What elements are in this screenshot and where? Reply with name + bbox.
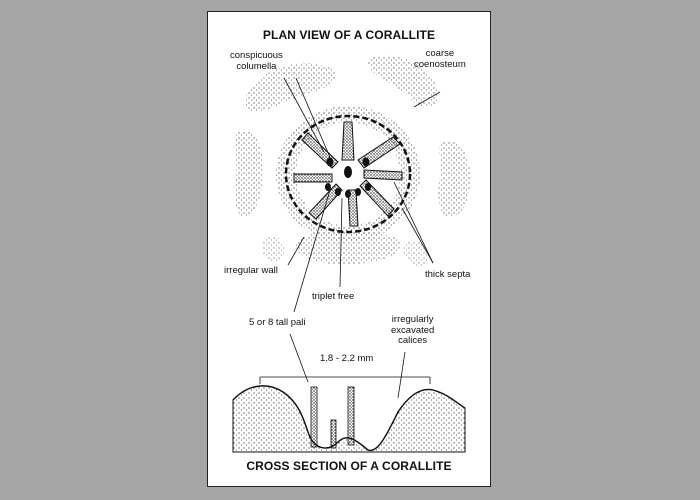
leader-lines: [283, 77, 441, 399]
corallite-illustration: [232, 55, 470, 453]
label-triplet-free: triplet free: [312, 291, 355, 302]
cross-section: [232, 385, 466, 453]
plan-view-title: PLAN VIEW OF A CORALLITE: [262, 28, 436, 42]
illustration-card: PLAN VIEW OF A CORALLITE: [207, 11, 491, 487]
label-conspicuous-columella: conspicuous columella: [230, 50, 283, 72]
label-irregularly-excavated-calices: irregularly excavated calices: [391, 314, 435, 346]
label-coarse-coenosteum: coarse coenosteum: [414, 48, 466, 70]
cross-section-title: CROSS SECTION OF A CORALLITE: [246, 459, 452, 473]
coenosteum-blobs: [234, 55, 470, 267]
label-tall-pali: 5 or 8 tall pali: [249, 317, 306, 328]
dimension-bracket: [259, 376, 431, 384]
label-thick-septa: thick septa: [425, 269, 471, 280]
label-dimension: 1.8 - 2.2 mm: [320, 353, 374, 364]
label-irregular-wall: irregular wall: [224, 265, 278, 276]
calice-plan-view: [276, 106, 420, 242]
